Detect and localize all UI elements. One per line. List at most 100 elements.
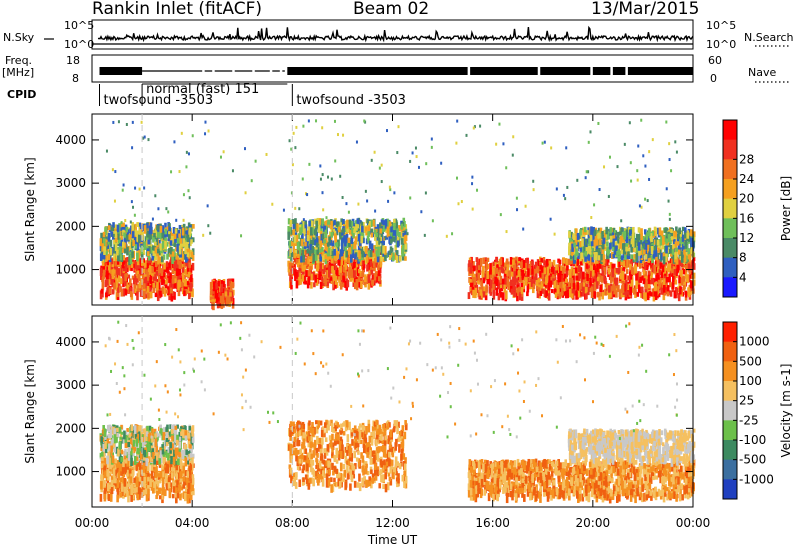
freq-tick-left-top: 18 [66, 54, 80, 67]
echo-cell [153, 232, 156, 238]
echo-cell [114, 257, 117, 267]
echo-cell [590, 266, 593, 271]
echo-cell [312, 254, 316, 263]
cpid-entry-label: twofsound -3503 [104, 93, 214, 108]
echo-cell [296, 223, 299, 231]
echo-cell [134, 230, 137, 236]
echo-cell [670, 169, 673, 173]
echo-cell [181, 286, 185, 295]
echo-cell [358, 250, 361, 260]
echo-cell [317, 224, 321, 234]
echo-cell [305, 258, 308, 267]
echo-cell [372, 261, 376, 268]
echo-cell [367, 231, 370, 237]
echo-cell [109, 467, 112, 472]
echo-cell [623, 231, 627, 240]
echo-cell [179, 229, 182, 234]
echo-cell [669, 291, 673, 297]
echo-cell [672, 266, 675, 273]
echo-cell [358, 271, 362, 276]
echo-cell [393, 222, 396, 231]
echo-cell [646, 199, 649, 203]
echo-cell [180, 486, 184, 491]
echo-cell [516, 287, 520, 294]
echo-cell [288, 240, 292, 248]
echo-cell [220, 283, 223, 293]
echo-cell [484, 257, 487, 263]
echo-cell [598, 292, 601, 301]
echo-cell [622, 246, 626, 255]
echo-cell [226, 278, 230, 286]
echo-cell [686, 254, 690, 260]
echo-cell [149, 274, 153, 280]
echo-cell [377, 273, 381, 282]
freq-trace-block [287, 67, 693, 75]
echo-cell [495, 257, 499, 263]
echo-cell [178, 245, 182, 255]
echo-cell [652, 230, 656, 238]
echo-cell [382, 245, 385, 254]
echo-cell [662, 291, 666, 301]
echo-cell [215, 293, 219, 299]
echo-cell [494, 261, 498, 269]
echo-cell [655, 237, 659, 247]
echo-cell [687, 287, 690, 296]
echo-cell [510, 288, 514, 295]
echo-cell [154, 253, 158, 261]
echo-cell [582, 281, 586, 289]
echo-cell [492, 291, 496, 300]
echo-cell [126, 284, 130, 290]
echo-cell [359, 220, 362, 226]
echo-cell [315, 279, 319, 286]
echo-cell [568, 242, 571, 247]
echo-cell [360, 235, 363, 244]
echo-cell [161, 286, 165, 295]
echo-cell [172, 227, 176, 234]
echo-cell [328, 231, 332, 237]
echo-cell [621, 274, 625, 281]
echo-cell [601, 265, 604, 271]
echo-cell [316, 247, 320, 255]
echo-cell [552, 259, 556, 266]
echo-cell [290, 147, 293, 151]
echo-cell [587, 263, 591, 269]
echo-cell [148, 473, 152, 480]
echo-cell [544, 272, 547, 278]
echo-cell [333, 248, 336, 257]
echo-cell [181, 492, 184, 498]
echo-cell [110, 280, 113, 285]
echo-cell [149, 277, 152, 284]
echo-cell [340, 252, 344, 257]
echo-cell [300, 255, 303, 263]
echo-cell [668, 212, 671, 216]
echo-cell [121, 248, 124, 254]
echo-cell [516, 266, 520, 271]
echo-cell [188, 490, 191, 499]
echo-cell [118, 267, 121, 277]
echo-cell [582, 256, 586, 264]
echo-cell [308, 262, 311, 270]
echo-cell [657, 245, 660, 253]
echo-cell [595, 271, 598, 280]
echo-cell [348, 239, 351, 248]
echo-cell [656, 276, 660, 284]
echo-cell [112, 233, 115, 237]
echo-cell [183, 263, 186, 269]
echo-cell [135, 270, 138, 275]
echo-cell [655, 273, 658, 282]
echo-cell [579, 229, 582, 236]
echo-cell [181, 227, 185, 236]
echo-cell [644, 197, 647, 201]
echo-cell [629, 260, 633, 267]
echo-cell [128, 278, 132, 286]
echo-cell [684, 291, 688, 298]
echo-cell [518, 286, 521, 294]
echo-cell [115, 277, 118, 284]
echo-cell [635, 273, 638, 281]
echo-cell [163, 231, 167, 239]
echo-cell [643, 229, 647, 234]
echo-cell [597, 227, 601, 233]
y-tick-label: 2000 [55, 219, 86, 233]
echo-cell [501, 292, 505, 301]
echo-cell [146, 263, 149, 269]
